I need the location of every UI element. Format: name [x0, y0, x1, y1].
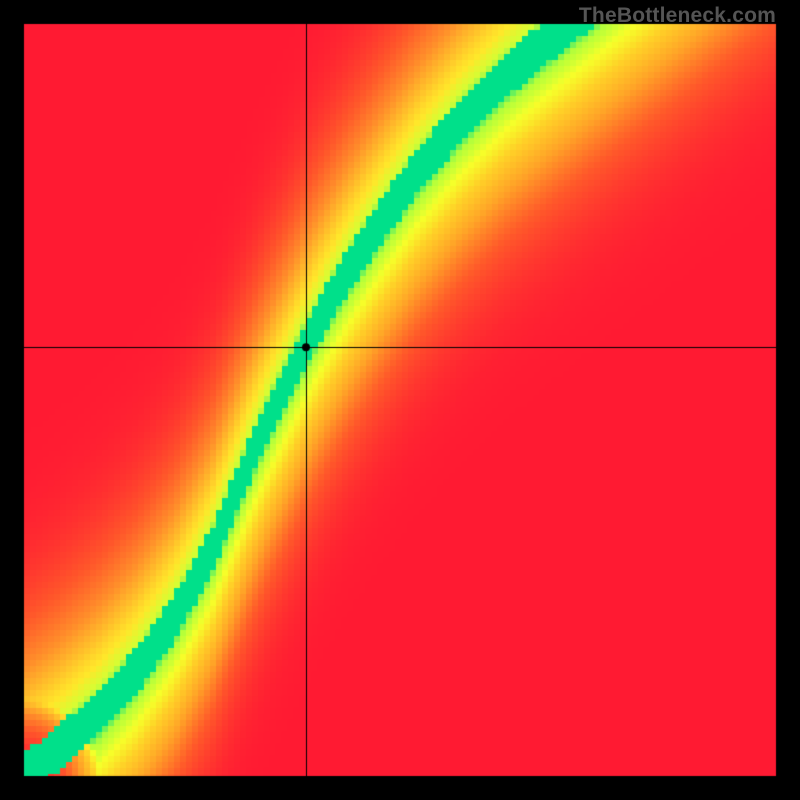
bottleneck-heatmap [0, 0, 800, 800]
chart-container: { "watermark": { "text": "TheBottleneck.… [0, 0, 800, 800]
watermark-text: TheBottleneck.com [579, 4, 776, 28]
